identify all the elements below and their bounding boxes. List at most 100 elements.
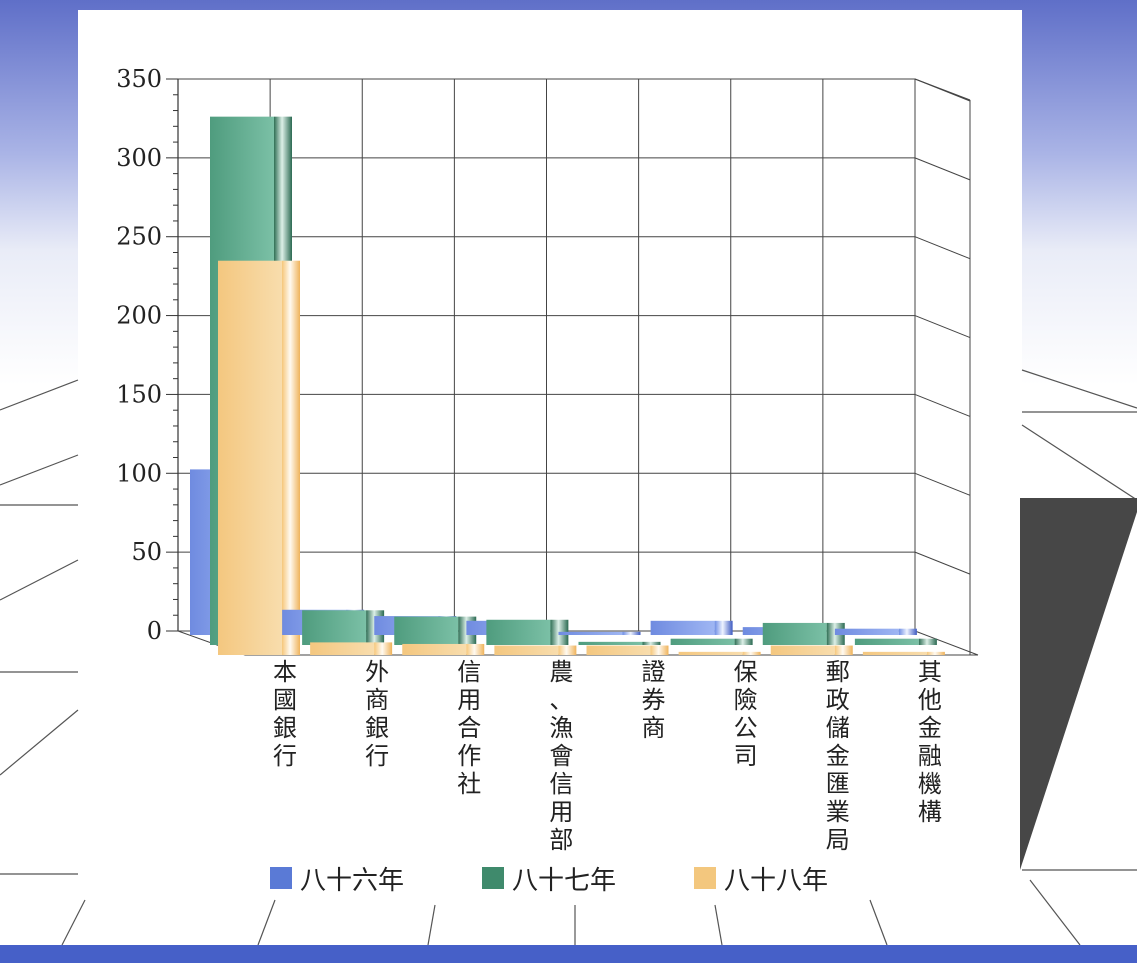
bar-panel: [578, 641, 643, 645]
bar-panel: [218, 260, 282, 655]
bar-cylinder: [282, 260, 300, 655]
side-gridline: [914, 472, 971, 496]
bar-cylinder: [558, 645, 577, 655]
perspective-line: [257, 899, 276, 946]
x-category-label: 漁: [549, 714, 573, 742]
perspective-line: [61, 899, 86, 946]
bar-panel: [650, 620, 715, 635]
x-category-label: 其: [918, 658, 942, 686]
perspective-line: [0, 379, 79, 411]
perspective-line: [1029, 879, 1081, 946]
x-category-label: 融: [918, 742, 942, 770]
y-tick-label: 250: [116, 223, 162, 251]
bar-panel: [302, 610, 367, 645]
x-category-label: 銀: [273, 714, 297, 742]
x-category-label: 會: [549, 742, 573, 770]
y-tick-label: 50: [131, 538, 162, 566]
y-tick-label: 100: [116, 459, 162, 487]
x-category-label: 外: [365, 658, 389, 686]
bars: [190, 116, 945, 655]
x-category-label: 儲: [826, 714, 850, 742]
side-gridline: [914, 393, 971, 417]
x-category-label: 部: [549, 826, 573, 854]
bar-cylinder: [834, 645, 853, 655]
bottom-bar: [0, 945, 1137, 963]
x-category-label: 金: [826, 742, 850, 770]
bar-panel: [854, 638, 919, 645]
x-category-label: 公: [734, 714, 758, 742]
x-category-label: 保: [734, 658, 758, 686]
x-category-label: 行: [273, 742, 297, 770]
dark-wedge: [1020, 498, 1137, 870]
bar-panel: [586, 645, 651, 655]
bar-panel: [670, 638, 735, 645]
perspective-line: [1021, 424, 1137, 501]
x-category-label: 本: [273, 658, 297, 686]
x-category-label: 作: [457, 742, 481, 770]
x-category-label: 國: [273, 686, 297, 714]
perspective-line: [0, 559, 79, 601]
bar-panel: [834, 628, 899, 635]
bar-panel: [770, 645, 835, 655]
x-category-label: 、: [549, 686, 573, 714]
legend-swatch-series-3: [694, 867, 717, 889]
legend-swatch-series-1: [270, 867, 292, 889]
x-category-label: 業: [826, 798, 850, 826]
bar-panel: [862, 651, 927, 655]
x-category-label: 用: [457, 686, 481, 714]
legend-label: 八十八年: [724, 865, 829, 896]
perspective-line: [0, 709, 79, 776]
x-category-label: 構: [918, 798, 942, 826]
perspective-lines: [0, 369, 1137, 946]
x-category-label: 商: [642, 714, 666, 742]
bar-panel: [494, 645, 559, 655]
bar-panel: [762, 622, 827, 645]
bar-panel: [486, 619, 551, 645]
y-tick-label: 0: [147, 617, 162, 645]
bar-cylinder: [466, 643, 485, 655]
bar-panel: [394, 616, 459, 645]
perspective-line: [427, 904, 436, 946]
side-gridline: [914, 157, 971, 181]
x-category-label: 用: [549, 798, 573, 826]
bar-panel: [678, 651, 743, 655]
side-gridline: [914, 315, 971, 339]
y-tick-label: 300: [116, 144, 162, 172]
x-category-label: 險: [734, 686, 758, 714]
x-category-label: 券: [642, 686, 666, 714]
y-axis: 0 50 100 150 200 250 300 350: [116, 65, 179, 645]
perspective-line: [1021, 369, 1137, 409]
side-gridline: [914, 78, 971, 102]
x-category-label: 信: [549, 770, 573, 798]
x-category-label: 銀: [365, 714, 389, 742]
legend: 八十六年 八十七年 八十八年: [270, 860, 890, 896]
legend-item: 八十六年: [270, 860, 404, 897]
bar-cylinder: [926, 651, 945, 655]
bar-cylinder: [650, 645, 669, 655]
bar-cylinder: [642, 641, 661, 645]
perspective-line: [869, 899, 888, 946]
bar-cylinder: [734, 638, 753, 645]
x-category-label: 他: [918, 686, 942, 714]
x-category-label: 局: [826, 826, 850, 854]
bar-panel: [558, 631, 623, 635]
x-category-label: 行: [365, 742, 389, 770]
perspective-line: [0, 454, 79, 486]
x-category-label: 農: [549, 658, 573, 686]
x-category-label: 商: [365, 686, 389, 714]
bar-cylinder: [898, 628, 917, 635]
legend-label: 八十六年: [300, 865, 405, 896]
x-category-label: 信: [457, 658, 481, 686]
side-gridline: [914, 236, 971, 260]
side-gridline: [914, 551, 971, 575]
floor-right-edge: [914, 630, 979, 656]
x-category-label: 政: [826, 686, 850, 714]
x-category-label: 司: [734, 742, 758, 770]
bar-cylinder: [622, 631, 641, 635]
bar-cylinder: [742, 651, 761, 655]
bar-panel: [310, 642, 375, 655]
legend-item: 八十七年: [482, 860, 616, 897]
